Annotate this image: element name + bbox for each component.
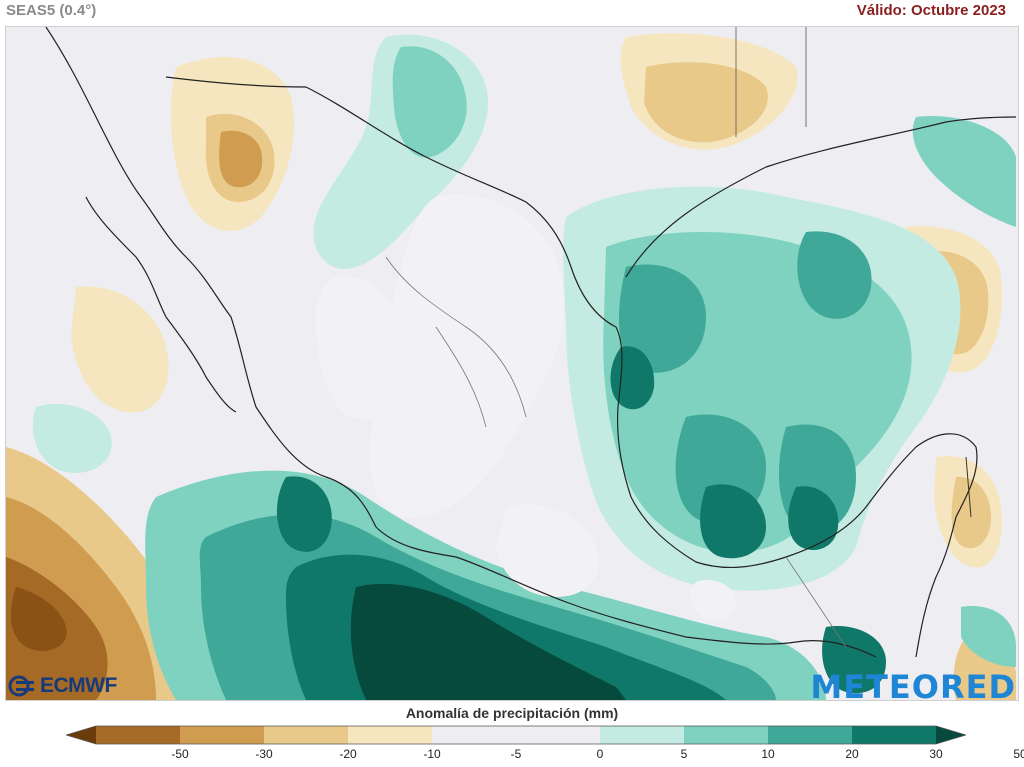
color-bar-segment [852, 726, 937, 744]
legend-title: Anomalía de precipitación (mm) [405, 705, 619, 721]
precipitation-anomaly-map [5, 26, 1019, 701]
color-bar-tick-label: -5 [510, 747, 522, 761]
ecmwf-logo-icon [8, 675, 34, 697]
color-bar-tick-label: -30 [255, 747, 273, 761]
color-bar-segment [180, 726, 265, 744]
coastlines-and-borders [45, 27, 1017, 658]
color-bar-segment [432, 726, 517, 744]
color-bar-segment [96, 726, 181, 744]
color-bar-tick-label: 50 [1013, 747, 1024, 761]
color-bar [66, 725, 966, 745]
color-bar-tick-label: -50 [171, 747, 189, 761]
ecmwf-logo: ECMWF [8, 674, 117, 698]
color-bar-end-low [66, 726, 96, 744]
color-bar-segment [264, 726, 349, 744]
color-bar-tick-label: 10 [761, 747, 775, 761]
color-bar-tick-label: -20 [339, 747, 357, 761]
color-bar-tick-label: 0 [596, 747, 604, 761]
color-bar-segment [516, 726, 601, 744]
valid-date-label: Válido: Octubre 2023 [856, 2, 1006, 19]
color-bar-outline [66, 725, 966, 745]
color-bar-ticks: -50 -30 -20 -10 -5 0 5 10 20 30 50 [0, 747, 1024, 765]
color-bar-segment [600, 726, 685, 744]
ecmwf-logo-text: ECMWF [40, 674, 117, 697]
meteored-logo: METEORED [810, 668, 1016, 706]
wet-anomaly-areas [32, 34, 1016, 700]
color-bar-segment [768, 726, 853, 744]
color-bar-tick-label: 30 [929, 747, 943, 761]
color-bar-end-high [936, 726, 966, 744]
color-bar-segment [684, 726, 769, 744]
model-label: SEAS5 (0.4°) [6, 2, 97, 19]
color-bar-segment [348, 726, 433, 744]
color-bar-tick-label: -10 [423, 747, 441, 761]
color-bar-tick-label: 20 [845, 747, 859, 761]
neutral-land-areas [316, 194, 736, 622]
color-bar-tick-label: 5 [680, 747, 688, 761]
